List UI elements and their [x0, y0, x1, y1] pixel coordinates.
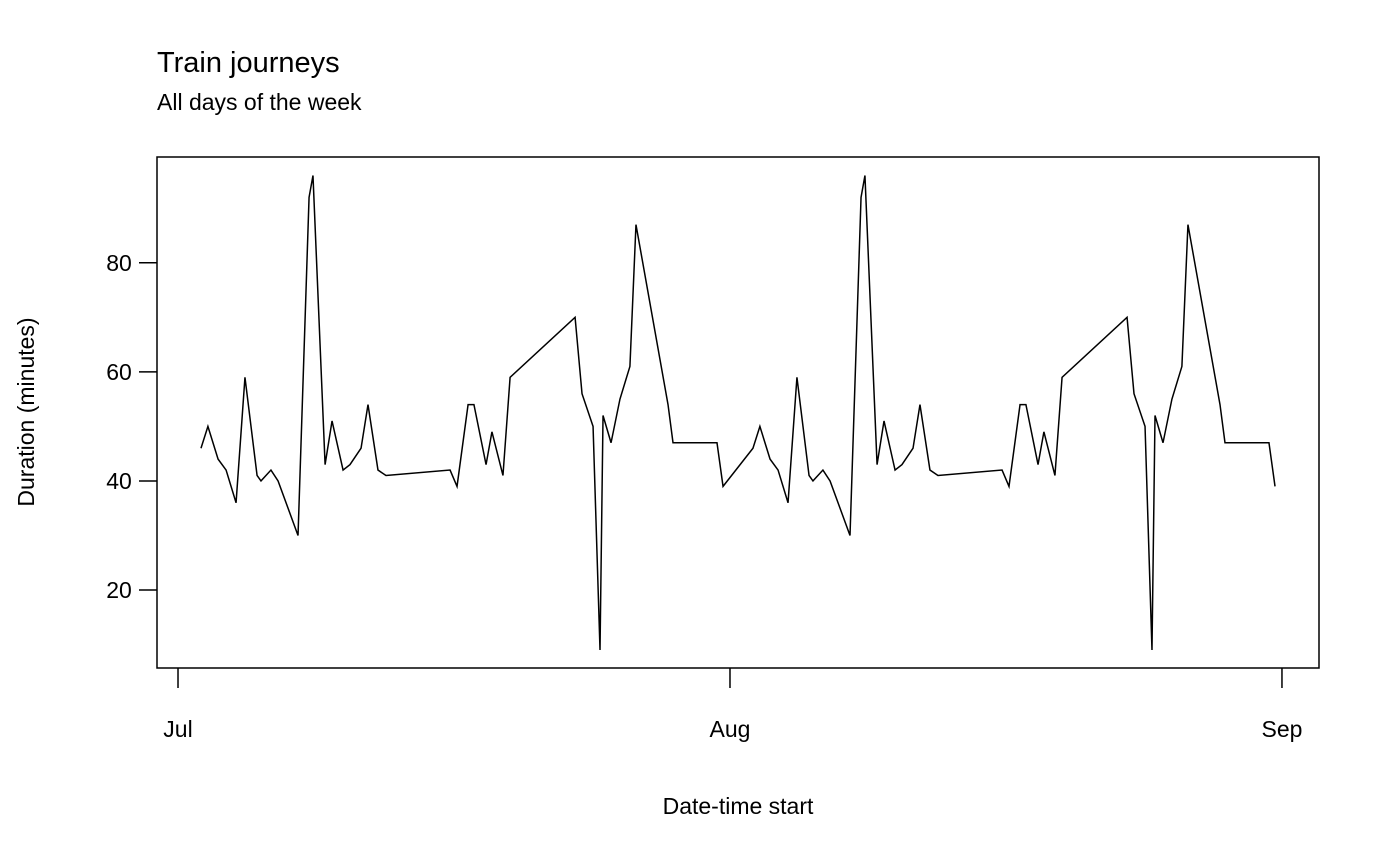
y-tick-label: 60 [106, 359, 132, 385]
chart-subtitle: All days of the week [157, 89, 362, 115]
plot-frame [156, 156, 1320, 669]
chart-title: Train journeys [157, 47, 340, 79]
x-axis-label: Date-time start [663, 793, 814, 819]
x-tick-label: Sep [1261, 716, 1302, 742]
data-line [200, 175, 1276, 651]
x-tick-label: Jul [163, 716, 192, 742]
y-axis-label: Duration (minutes) [13, 317, 39, 506]
y-tick-label: 40 [106, 468, 132, 494]
y-tick-label: 80 [106, 250, 132, 276]
x-tick-label: Aug [710, 716, 751, 742]
y-tick-label: 20 [106, 577, 132, 603]
